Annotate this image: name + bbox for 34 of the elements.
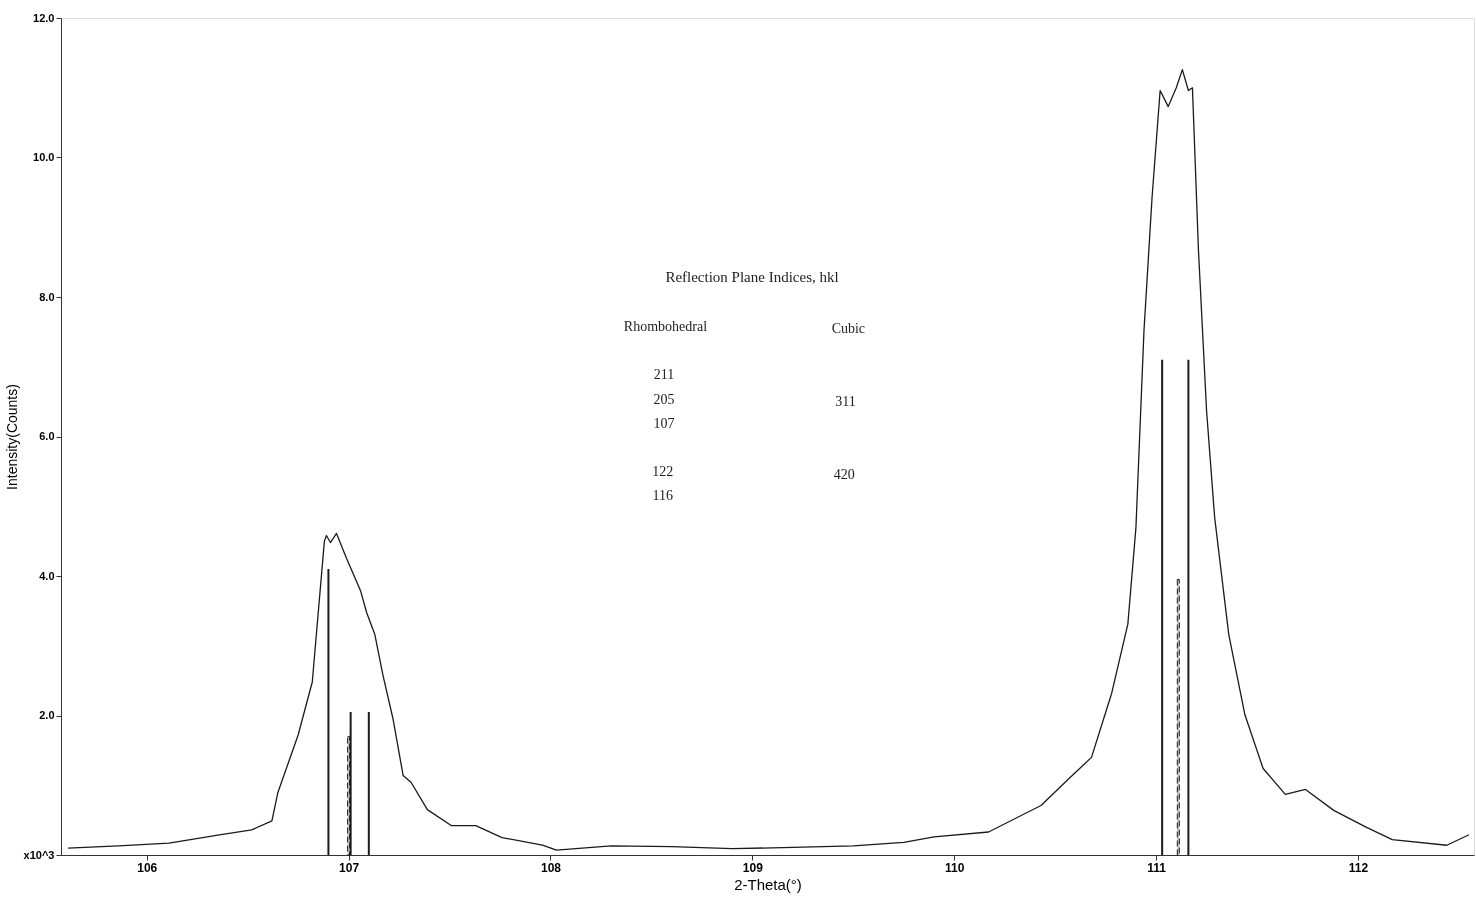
x-tick-label: 111 <box>1147 860 1167 875</box>
annotation: Reflection Plane Indices, hkl <box>665 268 839 285</box>
x-tick-label: 110 <box>945 860 965 875</box>
bar <box>367 712 370 855</box>
y-tick-label: 12.0 <box>33 11 55 24</box>
x-tick-label: 112 <box>1348 860 1369 875</box>
annotation: Rhombohedral <box>623 318 708 334</box>
annotation: 122 <box>652 464 674 480</box>
y-axis-title: Intensity(Counts) <box>3 384 20 490</box>
bar <box>349 712 352 855</box>
annotation: 205 <box>653 391 675 407</box>
y-tick-label: 4.0 <box>39 569 55 582</box>
annotation: 420 <box>833 466 855 482</box>
x-axis-title: 2-Theta(°) <box>734 875 802 893</box>
y-tick-label: 8.0 <box>39 290 55 303</box>
y-tick-label: 2.0 <box>39 709 55 721</box>
x-tick-label: 108 <box>540 860 562 875</box>
bar <box>1187 359 1190 855</box>
annotation: 211 <box>653 367 675 383</box>
x-tick-label: 109 <box>742 860 764 875</box>
y-tick-label: 10.0 <box>33 151 55 163</box>
bar <box>347 735 351 856</box>
annotation: Cubic <box>831 320 866 336</box>
annotation: 311 <box>835 394 856 410</box>
x-tick-label: 107 <box>339 860 360 875</box>
y-tick-label: x10^3 <box>23 848 55 861</box>
annotation: 107 <box>653 415 675 431</box>
y-tick-label: 6.0 <box>39 430 55 442</box>
bar <box>1176 578 1180 856</box>
line-series <box>67 68 1470 851</box>
x-tick-label: 106 <box>137 860 158 875</box>
bar <box>327 569 330 855</box>
bar <box>1161 359 1164 855</box>
annotation: 116 <box>652 488 673 504</box>
